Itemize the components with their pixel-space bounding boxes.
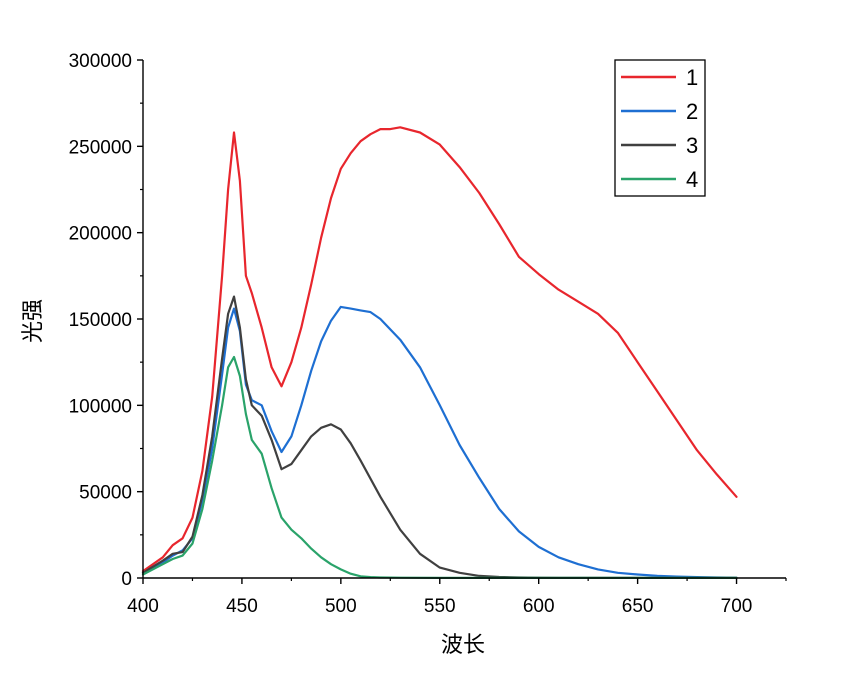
legend-label-1: 1 — [686, 65, 698, 90]
x-tick-label: 550 — [424, 596, 456, 617]
y-tick-label: 200000 — [69, 224, 132, 245]
series-line-1 — [141, 126, 738, 573]
y-tick-label: 300000 — [69, 51, 132, 72]
legend-box — [614, 59, 706, 197]
y-tick-label: 0 — [121, 569, 132, 590]
y-tick-label: 100000 — [69, 396, 132, 417]
y-ticks: 0 50000 100000 150000 200000 250000 300000 — [69, 51, 143, 590]
x-tick-label: 450 — [226, 596, 258, 617]
x-tick-label: 500 — [325, 596, 357, 617]
y-tick-label: 50000 — [79, 483, 132, 504]
y-tick-label: 150000 — [69, 310, 132, 331]
series-line-2 — [141, 305, 738, 579]
y-axis-title: 光强 — [21, 299, 46, 343]
y-tick-label: 250000 — [69, 137, 132, 158]
x-ticks: 400 450 500 550 600 650 700 — [127, 578, 787, 617]
x-tick-label: 650 — [622, 596, 654, 617]
legend: 1 2 3 4 — [614, 59, 706, 197]
x-axis-title: 波长 — [441, 633, 485, 658]
x-tick-label: 700 — [721, 596, 753, 617]
x-tick-label: 600 — [523, 596, 555, 617]
legend-label-2: 2 — [686, 99, 698, 124]
legend-label-3: 3 — [686, 133, 698, 158]
x-tick-label: 400 — [127, 596, 159, 617]
legend-label-4: 4 — [686, 167, 698, 192]
